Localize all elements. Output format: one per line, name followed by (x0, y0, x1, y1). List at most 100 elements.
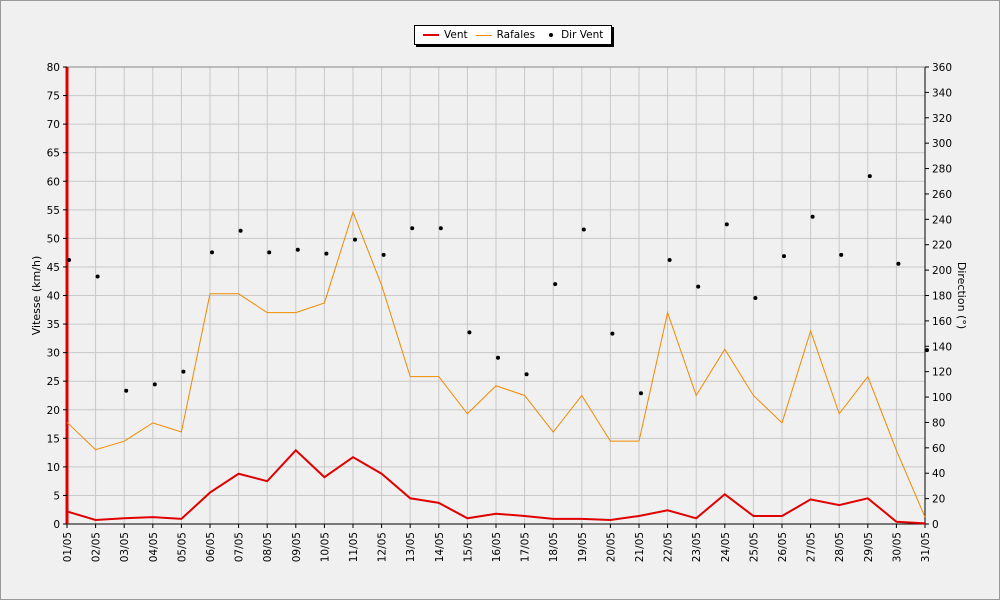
y-tick-label: 30 (47, 348, 60, 360)
point-dir-vent (925, 348, 929, 353)
point-dir-vent (324, 251, 329, 256)
point-dir-vent (896, 261, 901, 266)
y2-tick-label: 40 (932, 468, 945, 480)
y2-tick-label: 340 (932, 87, 952, 99)
y-tick-label: 50 (47, 233, 60, 245)
y-tick-label: 25 (47, 376, 60, 388)
y-tick-label: 40 (47, 291, 60, 303)
y2-tick-label: 260 (932, 189, 952, 201)
x-tick-label: 06/05 (205, 532, 217, 562)
x-tick-label: 10/05 (319, 532, 331, 562)
point-dir-vent (724, 222, 729, 227)
y2-tick-label: 20 (932, 494, 945, 506)
y-tick-label: 5 (53, 490, 60, 502)
y-tick-label: 20 (47, 405, 60, 417)
x-tick-label: 24/05 (720, 532, 732, 562)
y2-axis-ticks: 0 20 40 60 80 100 120 140 160 180 200 220 240 260 280 3… (925, 62, 952, 531)
y2-tick-label: 360 (932, 62, 952, 74)
legend-label-rafales: Rafales (496, 29, 536, 41)
y2-tick-label: 80 (932, 417, 945, 429)
point-dir-vent (152, 382, 157, 387)
grid-lines (66, 66, 926, 525)
x-tick-label: 18/05 (548, 532, 560, 562)
legend-item-vent: Vent (423, 29, 468, 41)
y2-tick-label: 200 (932, 265, 952, 277)
y-tick-label: 0 (53, 519, 60, 531)
x-tick-label: 04/05 (148, 532, 160, 562)
x-axis-ticks: 01/05 02/05 03/05 04/05 05/05 06/05 07/05 08/05… (62, 524, 932, 562)
point-dir-vent (67, 257, 71, 262)
y2-tick-label: 0 (932, 519, 939, 531)
y2-tick-label: 320 (932, 113, 952, 125)
legend-item-rafales: Rafales (475, 29, 536, 41)
y2-tick-label: 120 (932, 367, 952, 379)
point-dir-vent (467, 330, 472, 335)
point-dir-vent (639, 391, 643, 396)
point-dir-vent (267, 250, 272, 255)
x-tick-label: 09/05 (291, 532, 303, 562)
x-tick-label: 14/05 (434, 532, 446, 562)
x-tick-label: 22/05 (663, 532, 675, 562)
x-tick-label: 16/05 (491, 532, 503, 562)
point-dir-vent (696, 284, 701, 289)
x-tick-label: 12/05 (377, 532, 389, 562)
y2-tick-label: 180 (932, 291, 952, 303)
point-dir-vent (95, 274, 100, 279)
point-dir-vent (610, 331, 615, 336)
y2-tick-label: 140 (932, 341, 952, 353)
y-axis-ticks: 0 5 10 15 20 25 30 35 40 45 50 55 60 65 70 75 80 (47, 62, 67, 531)
x-tick-label: 27/05 (806, 532, 818, 562)
y-tick-label: 10 (47, 462, 60, 474)
y-tick-label: 55 (47, 205, 60, 217)
point-dir-vent (867, 174, 872, 179)
x-tick-label: 25/05 (748, 532, 760, 562)
series-rafales (66, 210, 926, 518)
series-dir-vent (67, 174, 929, 396)
x-tick-label: 08/05 (262, 532, 274, 562)
x-tick-label: 01/05 (62, 532, 74, 562)
y2-tick-label: 300 (932, 138, 952, 150)
x-tick-label: 23/05 (691, 532, 703, 562)
x-tick-label: 20/05 (605, 532, 617, 562)
legend-swatch-rafales (475, 34, 492, 36)
series-vent (66, 448, 926, 525)
y-tick-label: 75 (47, 91, 60, 103)
legend-item-dir: Dir Vent (543, 29, 603, 41)
y2-tick-label: 160 (932, 316, 952, 328)
x-tick-label: 02/05 (91, 532, 103, 562)
point-dir-vent (295, 247, 300, 252)
x-tick-label: 13/05 (405, 532, 417, 562)
point-dir-vent (353, 237, 357, 242)
x-tick-label: 30/05 (891, 532, 903, 562)
x-tick-label: 26/05 (777, 532, 789, 562)
legend-label-vent: Vent (444, 29, 468, 41)
y-tick-label: 70 (47, 119, 60, 131)
x-tick-label: 11/05 (348, 532, 360, 562)
point-dir-vent (553, 282, 558, 287)
y-tick-label: 80 (47, 62, 60, 74)
legend-swatch-dir (549, 33, 554, 37)
y2-axis-label: Direction (°) (955, 262, 968, 329)
x-tick-label: 31/05 (920, 532, 932, 562)
point-dir-vent (839, 252, 844, 257)
y-tick-label: 45 (47, 262, 60, 274)
legend-swatch-vent (423, 34, 439, 36)
point-dir-vent (581, 227, 586, 232)
point-dir-vent (438, 226, 443, 231)
y-tick-label: 35 (47, 319, 60, 331)
point-dir-vent (810, 214, 815, 219)
point-dir-vent (524, 372, 529, 377)
point-dir-vent (496, 355, 500, 360)
x-tick-label: 28/05 (834, 532, 846, 562)
x-tick-label: 19/05 (577, 532, 589, 562)
legend-label-dir: Dir Vent (561, 29, 604, 41)
x-tick-label: 21/05 (634, 532, 646, 562)
y-tick-label: 15 (47, 433, 60, 445)
x-tick-label: 05/05 (176, 532, 188, 562)
x-tick-label: 07/05 (234, 532, 246, 562)
point-dir-vent (410, 226, 415, 231)
legend: Vent Rafales Dir Vent (414, 25, 613, 45)
point-dir-vent (381, 252, 386, 257)
point-dir-vent (238, 228, 243, 233)
